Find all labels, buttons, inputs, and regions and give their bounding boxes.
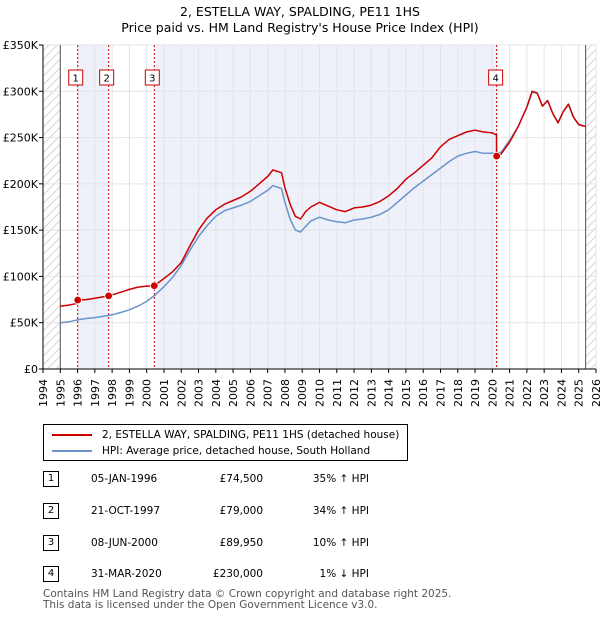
x-tick-label: 2017 xyxy=(434,379,447,407)
table-row: 3 08-JUN-2000 £89,950 10% ↑ HPI xyxy=(43,535,563,553)
x-tick-label: 2023 xyxy=(538,379,551,407)
sale-number-badge: 1 xyxy=(43,471,59,487)
sale-number-badge: 2 xyxy=(43,503,59,519)
hatched-region xyxy=(43,45,61,369)
y-tick-label: £100K xyxy=(3,270,39,283)
legend-label-property: 2, ESTELLA WAY, SPALDING, PE11 1HS (deta… xyxy=(102,429,400,441)
sale-date: 05-JAN-1996 xyxy=(91,473,158,485)
x-tick-label: 1995 xyxy=(54,379,67,407)
x-tick-label: 2013 xyxy=(365,379,378,407)
sale-marker-badge xyxy=(68,69,84,86)
x-tick-label: 2018 xyxy=(452,379,465,407)
y-tick-label: £200K xyxy=(3,178,39,191)
sale-point xyxy=(150,281,159,290)
table-row: 1 05-JAN-1996 £74,500 35% ↑ HPI xyxy=(43,471,563,489)
x-tick-label: 2002 xyxy=(175,379,188,407)
y-tick-label: £250K xyxy=(3,132,39,145)
legend: 2, ESTELLA WAY, SPALDING, PE11 1HS (deta… xyxy=(43,424,408,461)
sale-price: £74,500 xyxy=(219,473,263,485)
footer-line-copyright: Contains HM Land Registry data © Crown c… xyxy=(43,588,452,600)
ownership-shading xyxy=(77,45,109,369)
x-tick-label: 2020 xyxy=(486,379,499,407)
x-tick-label: 2004 xyxy=(210,379,223,407)
chart-title: 2, ESTELLA WAY, SPALDING, PE11 1HS xyxy=(180,4,420,19)
y-tick-label: £0 xyxy=(24,363,38,376)
x-tick-label: 2001 xyxy=(158,379,171,407)
y-tick-label: £150K xyxy=(3,224,39,237)
legend-swatch-property xyxy=(52,434,92,436)
x-tick-label: 2025 xyxy=(573,379,586,407)
x-tick-label: 2016 xyxy=(417,379,430,407)
sale-price: £89,950 xyxy=(219,537,263,549)
sale-point xyxy=(73,295,82,305)
y-tick-label: £300K xyxy=(3,85,39,98)
sale-price: £230,000 xyxy=(212,568,263,580)
sale-marker-number: 4 xyxy=(492,74,498,85)
sale-marker-badge xyxy=(99,69,115,86)
sale-number-badge: 4 xyxy=(43,566,59,582)
x-tick-label: 2000 xyxy=(141,379,154,407)
x-tick-label: 1998 xyxy=(106,379,119,407)
sale-marker-badge xyxy=(488,69,504,86)
sale-number-badge: 3 xyxy=(43,535,59,551)
x-tick-label: 2005 xyxy=(227,379,240,407)
x-tick-label: 1996 xyxy=(72,379,85,407)
sale-marker-number: 3 xyxy=(149,74,155,85)
sale-price: £79,000 xyxy=(219,505,263,517)
sale-marker-badge xyxy=(144,69,160,86)
table-row: 4 31-MAR-2020 £230,000 1% ↓ HPI xyxy=(43,566,563,584)
sale-date: 08-JUN-2000 xyxy=(91,537,158,549)
sale-point xyxy=(104,291,113,301)
x-tick-label: 2015 xyxy=(400,379,413,407)
sale-hpi-diff: 1% ↓ HPI xyxy=(319,568,369,580)
sale-point xyxy=(492,151,501,161)
hatched-region xyxy=(585,45,596,369)
x-tick-label: 2008 xyxy=(279,379,292,407)
x-tick-label: 1999 xyxy=(123,379,136,407)
x-tick-label: 2007 xyxy=(262,379,275,407)
legend-label-hpi: HPI: Average price, detached house, Sout… xyxy=(102,445,371,457)
sale-date: 31-MAR-2020 xyxy=(91,568,162,580)
chart-subtitle: Price paid vs. HM Land Registry's House … xyxy=(121,20,479,35)
x-tick-label: 2010 xyxy=(314,379,327,407)
x-tick-label: 2012 xyxy=(348,379,361,407)
x-tick-label: 2011 xyxy=(331,379,344,407)
y-tick-label: £350K xyxy=(3,39,39,52)
legend-swatch-hpi xyxy=(52,450,92,452)
footer-line-licence: This data is licensed under the Open Gov… xyxy=(43,599,378,611)
sale-hpi-diff: 10% ↑ HPI xyxy=(312,537,369,549)
sale-marker-number: 2 xyxy=(103,74,109,85)
x-tick-label: 2024 xyxy=(555,379,568,407)
sale-marker-number: 1 xyxy=(73,74,79,85)
footer-attribution: Contains HM Land Registry data © Crown c… xyxy=(43,589,451,611)
x-tick-label: 2022 xyxy=(521,379,534,407)
x-tick-label: 2009 xyxy=(296,379,309,407)
sale-date: 21-OCT-1997 xyxy=(91,505,160,517)
sale-hpi-diff: 34% ↑ HPI xyxy=(312,505,369,517)
sale-hpi-diff: 35% ↑ HPI xyxy=(312,473,369,485)
x-tick-label: 2003 xyxy=(193,379,206,407)
x-tick-label: 2021 xyxy=(504,379,517,407)
x-tick-label: 1997 xyxy=(89,379,102,407)
x-tick-label: 2019 xyxy=(469,379,482,407)
price-chart: 1 2 3 4 £0 £50K £100K £150K £200K £250K £300K £350… xyxy=(3,39,600,407)
y-tick-label: £50K xyxy=(10,317,39,330)
ownership-shading xyxy=(154,45,497,369)
x-tick-label: 2026 xyxy=(590,379,600,407)
x-tick-label: 1994 xyxy=(37,379,50,407)
table-row: 2 21-OCT-1997 £79,000 34% ↑ HPI xyxy=(43,503,563,521)
x-tick-label: 2006 xyxy=(244,379,257,407)
x-tick-label: 2014 xyxy=(383,379,396,407)
